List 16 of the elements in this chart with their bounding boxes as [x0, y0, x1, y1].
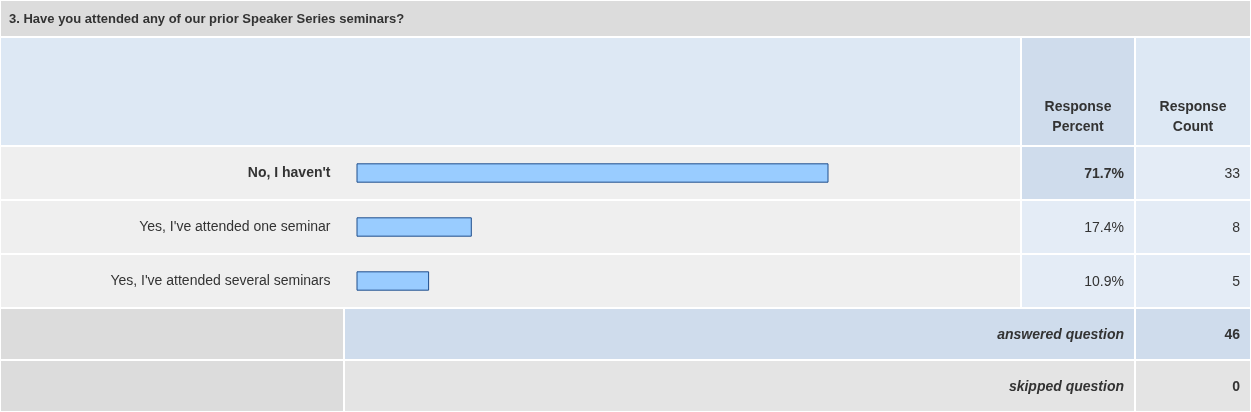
text: Response Percent: [1021, 37, 1135, 146]
text: 33: [1135, 146, 1251, 200]
text: 8: [1135, 200, 1251, 254]
text: skipped question: [344, 360, 1135, 412]
text: answered question: [344, 308, 1135, 360]
text: 5: [1135, 254, 1251, 308]
data-label: 71.7%: [1021, 146, 1135, 200]
text: 0: [1135, 360, 1251, 412]
data-label: 17.4%: [1021, 200, 1135, 254]
text: 46: [1135, 308, 1251, 360]
y-tick-label: No, I haven't: [247, 164, 331, 180]
text: 3. Have you attended any of our prior Speaker Series seminars?: [0, 0, 1251, 37]
text: Response Count: [1135, 37, 1251, 146]
y-tick-label: Yes, I've attended several seminars: [110, 272, 331, 288]
data-label: 10.9%: [1021, 254, 1135, 308]
y-tick-label: Yes, I've attended one seminar: [139, 218, 331, 234]
